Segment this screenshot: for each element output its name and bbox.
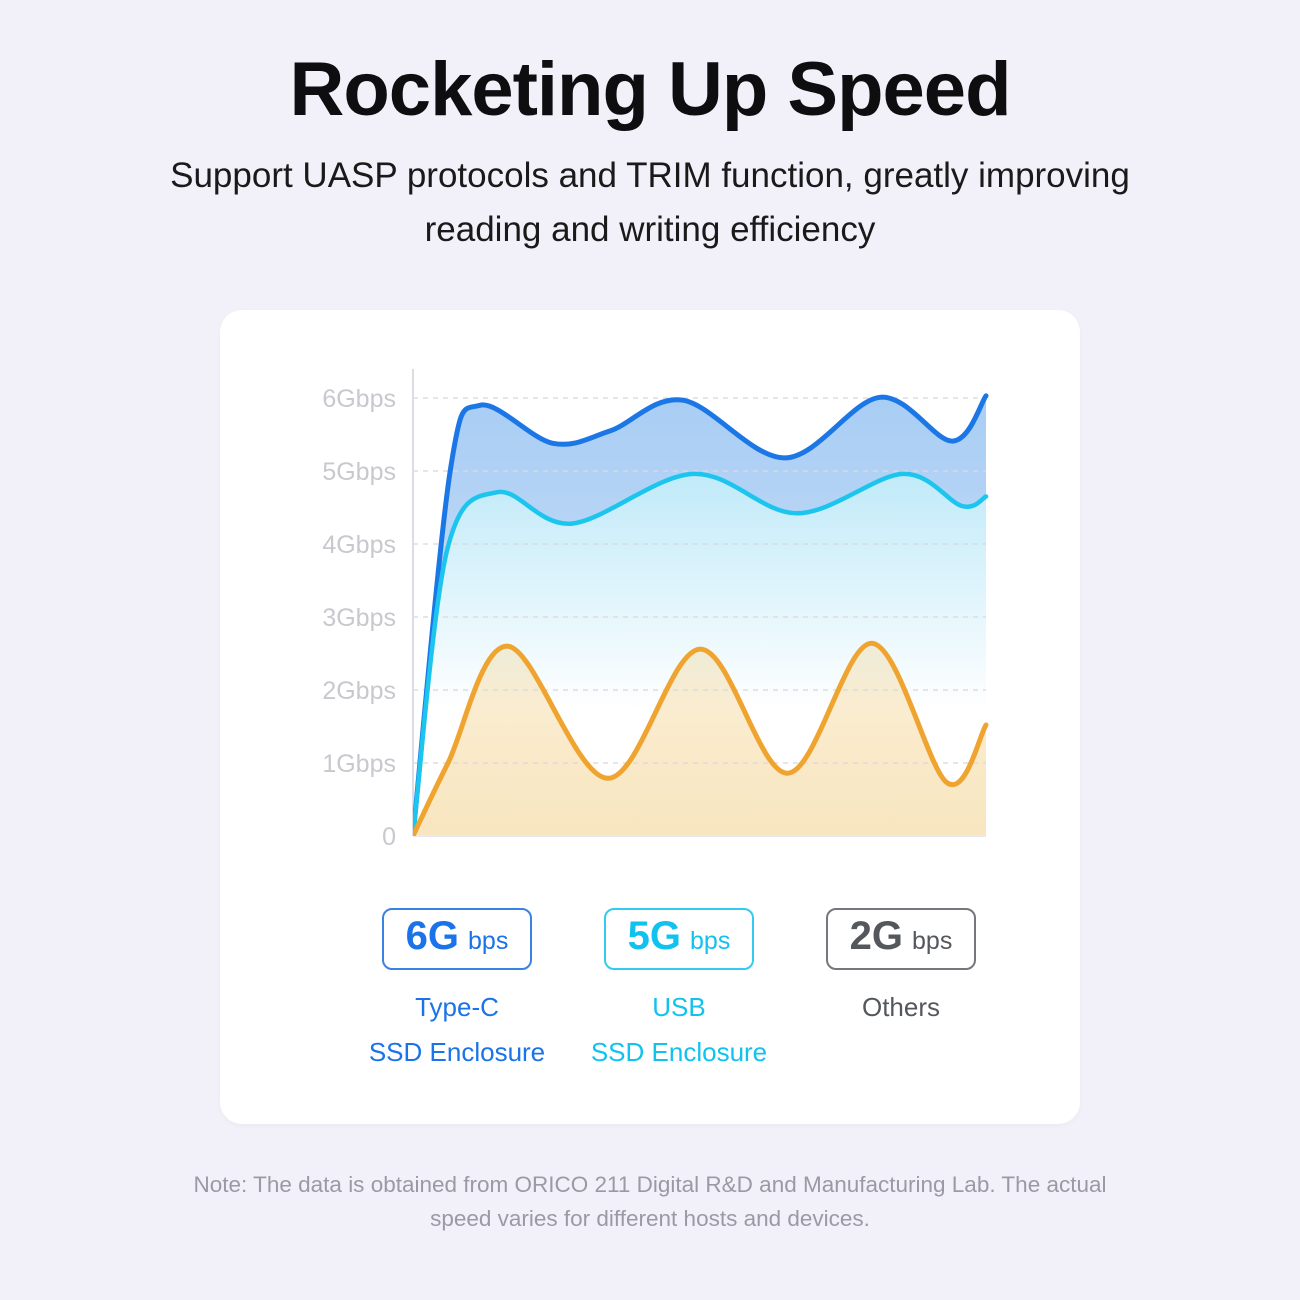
legend-speed-value: 5G — [627, 913, 682, 958]
y-axis-label-3gbps: 3Gbps — [322, 604, 396, 632]
y-axis-label-1gbps: 1Gbps — [322, 750, 396, 778]
speed-chart: 6Gbps 5Gbps 4Gbps 3Gbps 2Gbps 1Gbps 0 — [322, 368, 989, 851]
legend-speed-unit: bps — [690, 926, 731, 955]
y-axis-label-2gbps: 2Gbps — [322, 677, 396, 705]
y-axis-label-0: 0 — [382, 823, 396, 851]
legend-speed-value: 6G — [405, 913, 460, 958]
chart-tick-labels: 6Gbps 5Gbps 4Gbps 3Gbps 2Gbps 1Gbps 0 — [322, 385, 396, 851]
legend-label-line2: SSD Enclosure — [590, 1036, 768, 1067]
legend-item-5g: 5G bps USB SSD Enclosure — [568, 907, 790, 1068]
series-line-0 — [413, 392, 989, 836]
legend-label-line1: Others — [861, 991, 941, 1022]
chart-series-lines — [413, 392, 989, 836]
y-axis-label-4gbps: 4Gbps — [322, 531, 396, 559]
legend-label-line2: SSD Enclosure — [368, 1036, 546, 1067]
y-axis-label-6gbps: 6Gbps — [322, 385, 396, 413]
legend-speed-badge: 5G bps — [604, 907, 754, 970]
series-line-1 — [413, 471, 989, 836]
page-subtitle: Support UASP protocols and TRIM function… — [170, 156, 1130, 250]
chart-legend: 6G bps Type-C SSD Enclosure 5G bps USB SSD… — [220, 907, 1080, 1068]
legend-speed-badge: 2G bps — [826, 907, 976, 970]
legend-speed-unit: bps — [912, 926, 953, 955]
legend-label-line1: Type-C — [415, 991, 499, 1022]
page-title: Rocketing Up Speed — [289, 47, 1012, 132]
legend-item-6g: 6G bps Type-C SSD Enclosure — [346, 907, 568, 1068]
legend-item-2g: 2G bps Others — [790, 907, 1012, 1068]
series-line-2 — [413, 640, 989, 836]
chart-axis — [412, 368, 986, 837]
y-axis-label-5gbps: 5Gbps — [322, 458, 396, 486]
legend-speed-badge: 6G bps — [382, 907, 532, 970]
legend-label-line1: USB — [652, 991, 706, 1022]
legend-speed-value: 2G — [849, 913, 904, 958]
chart-area-fills — [413, 395, 986, 836]
series-area-2 — [413, 642, 986, 836]
speed-chart-card: 6Gbps 5Gbps 4Gbps 3Gbps 2Gbps 1Gbps 0 6G bps Ty… — [220, 309, 1080, 1124]
legend-speed-unit: bps — [468, 926, 509, 955]
footer-note: Note: The data is obtained from ORICO 21… — [193, 1171, 1107, 1232]
